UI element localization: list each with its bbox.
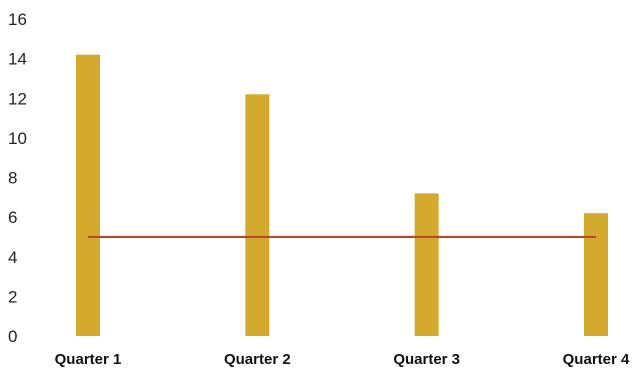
y-axis: 0 2 4 6 8 10 12 14 16 [8, 10, 27, 346]
y-tick-label: 4 [8, 248, 17, 267]
x-tick-label: Quarter 1 [55, 351, 122, 368]
y-tick-label: 2 [8, 287, 17, 306]
bar [76, 54, 100, 336]
y-tick-label: 0 [8, 327, 17, 346]
x-tick-label: Quarter 2 [224, 351, 291, 368]
y-tick-label: 10 [8, 129, 27, 148]
y-tick-label: 14 [8, 50, 27, 69]
bar [414, 193, 439, 336]
bar-series [76, 54, 608, 336]
x-axis: Quarter 1 Quarter 2 Quarter 3 Quarter 4 [55, 351, 630, 368]
y-tick-label: 12 [8, 89, 27, 108]
x-tick-label: Quarter 3 [393, 351, 460, 368]
y-tick-label: 16 [8, 10, 27, 29]
y-tick-label: 8 [8, 169, 17, 188]
y-tick-label: 6 [8, 208, 17, 227]
bar [584, 213, 608, 336]
x-tick-label: Quarter 4 [563, 351, 630, 368]
bar [245, 94, 270, 336]
